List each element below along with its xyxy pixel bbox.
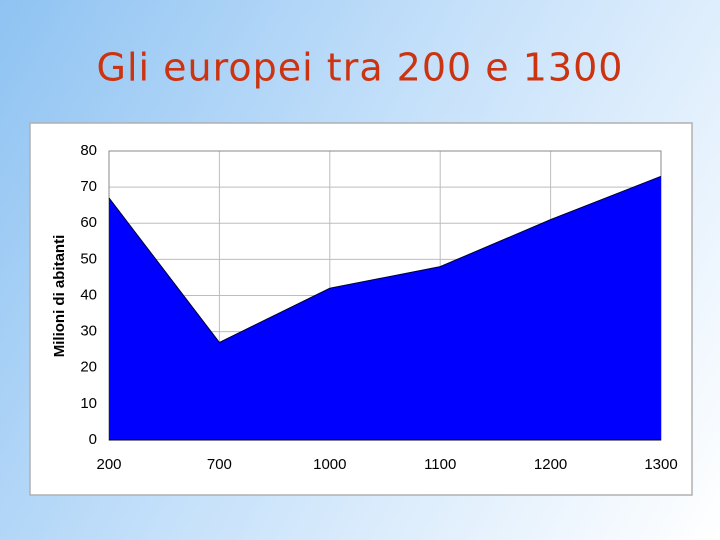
y-tick-label: 50: [80, 250, 97, 267]
y-axis-label: Milioni di abitanti: [51, 235, 68, 358]
area: [109, 176, 661, 440]
y-tick-label: 60: [80, 214, 97, 231]
x-tick-label: 200: [96, 456, 121, 473]
x-tick-label: 1300: [644, 456, 677, 473]
area-outline: [108, 175, 662, 344]
y-tick-label: 20: [80, 359, 97, 376]
y-tick-label: 70: [80, 178, 97, 195]
y-tick-label: 0: [89, 431, 97, 448]
y-tick-label: 30: [80, 323, 97, 340]
x-tick-label: 1100: [424, 456, 456, 473]
x-tick-label: 1000: [313, 456, 346, 473]
chart-title: Gli europei tra 200 e 1300: [97, 46, 624, 90]
y-tick-label: 10: [80, 395, 97, 412]
x-tick-label: 1200: [534, 456, 567, 473]
y-tick-label: 80: [80, 142, 97, 159]
y-tick-label: 40: [80, 286, 97, 303]
x-tick-label: 700: [207, 456, 232, 473]
